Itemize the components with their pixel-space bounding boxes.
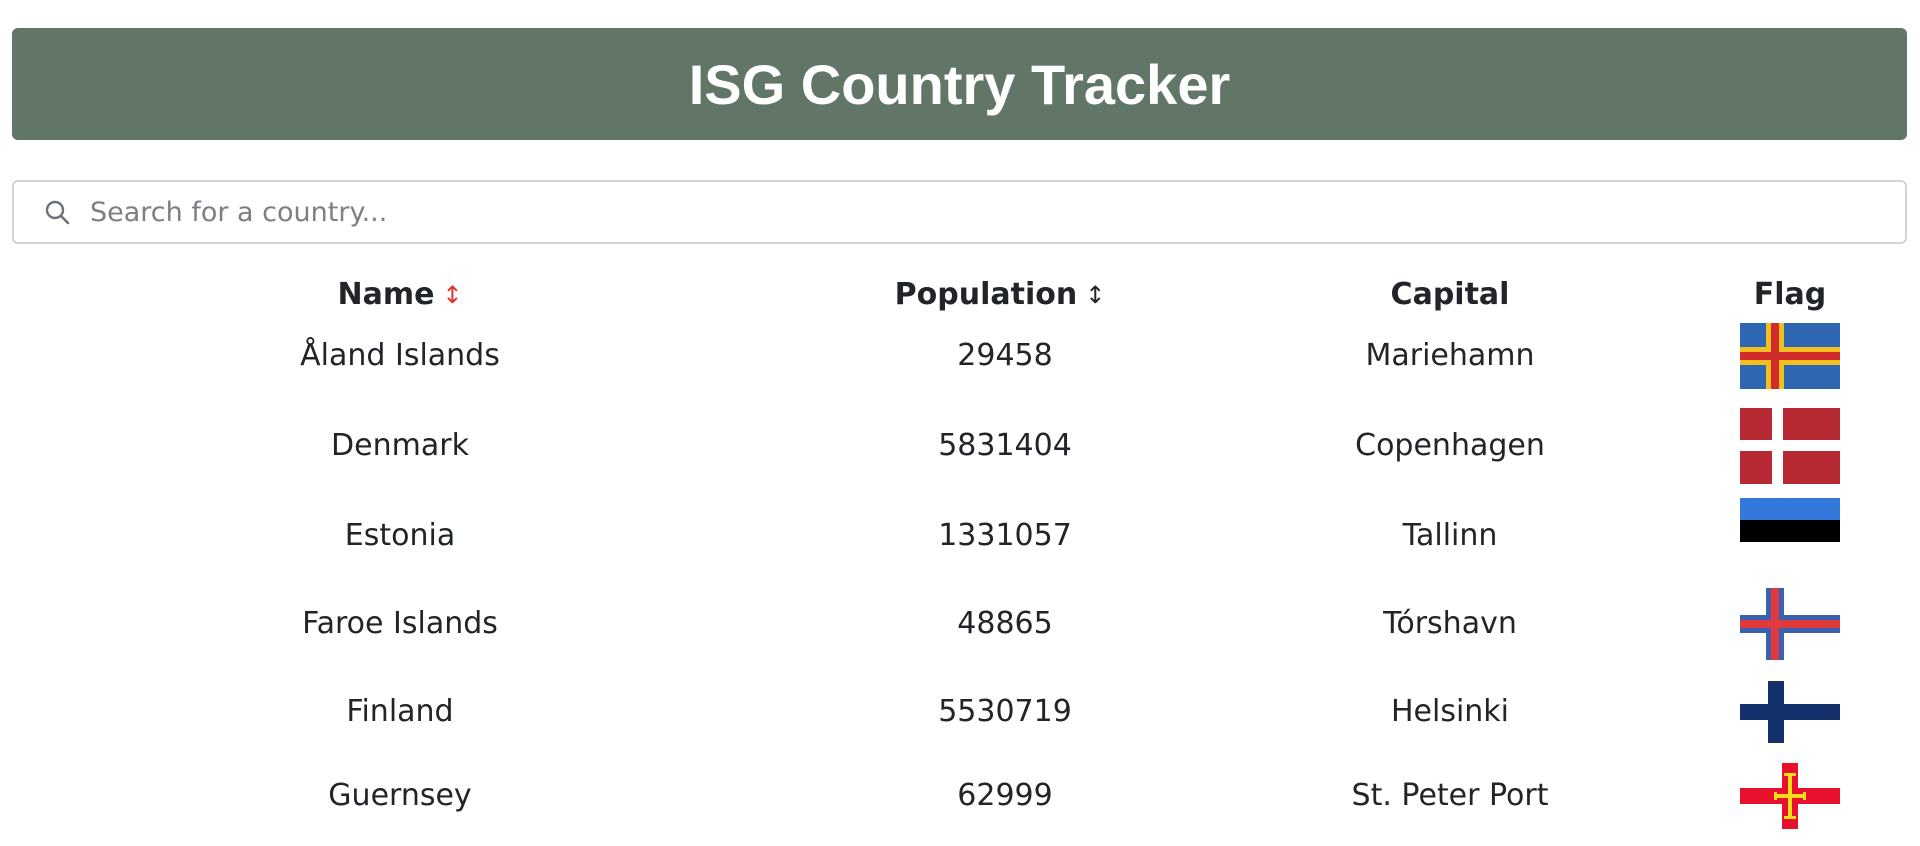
column-header-population-label: Population bbox=[894, 277, 1078, 312]
country-capital: Mariehamn bbox=[1365, 338, 1535, 373]
country-name: Faroe Islands bbox=[302, 606, 498, 641]
country-population: 5530719 bbox=[938, 694, 1072, 729]
country-population: 48865 bbox=[957, 606, 1053, 641]
table-row[interactable]: Denmark 5831404 Copenhagen bbox=[0, 406, 1920, 486]
country-population: 62999 bbox=[957, 778, 1053, 813]
estonia-flag bbox=[1740, 498, 1840, 564]
table-row[interactable]: Estonia 1331057 Tallinn bbox=[0, 496, 1920, 576]
guernsey-flag bbox=[1740, 763, 1840, 829]
table-row[interactable]: Åland Islands 29458 Mariehamn bbox=[0, 316, 1920, 396]
column-header-flag-label: Flag bbox=[1753, 277, 1827, 312]
country-capital: Tórshavn bbox=[1383, 606, 1517, 641]
country-population: 5831404 bbox=[938, 428, 1072, 463]
country-population: 29458 bbox=[957, 338, 1053, 373]
column-header-population[interactable]: Population ↕ bbox=[895, 270, 1106, 320]
country-name: Åland Islands bbox=[300, 338, 500, 373]
app-header: ISG Country Tracker bbox=[12, 28, 1907, 140]
column-header-name-label: Name bbox=[337, 277, 435, 312]
sort-icon-population[interactable]: ↕ bbox=[1085, 281, 1106, 309]
country-capital: Copenhagen bbox=[1355, 428, 1545, 463]
table-row[interactable]: Finland 5530719 Helsinki bbox=[0, 672, 1920, 752]
page-title: ISG Country Tracker bbox=[688, 52, 1231, 116]
search-box[interactable] bbox=[12, 180, 1907, 244]
column-header-name[interactable]: Name ↕ bbox=[337, 270, 462, 320]
country-name: Estonia bbox=[344, 518, 456, 553]
column-header-flag: Flag bbox=[1754, 270, 1827, 320]
country-capital: St. Peter Port bbox=[1351, 778, 1549, 813]
table-row[interactable]: Faroe Islands 48865 Tórshavn bbox=[0, 584, 1920, 664]
country-name: Denmark bbox=[331, 428, 469, 463]
country-population: 1331057 bbox=[938, 518, 1072, 553]
column-header-capital-label: Capital bbox=[1390, 277, 1510, 312]
country-capital: Helsinki bbox=[1390, 694, 1510, 729]
faroe-islands-flag bbox=[1740, 588, 1840, 660]
search-input[interactable] bbox=[88, 183, 1905, 241]
denmark-flag bbox=[1740, 408, 1840, 484]
country-name: Guernsey bbox=[328, 778, 472, 813]
table-row[interactable]: Guernsey 62999 St. Peter Port bbox=[0, 756, 1920, 836]
column-header-capital: Capital bbox=[1391, 270, 1510, 320]
country-name: Finland bbox=[346, 694, 454, 729]
aland-flag bbox=[1740, 323, 1840, 389]
country-capital: Tallinn bbox=[1402, 518, 1498, 553]
search-icon bbox=[45, 200, 70, 225]
finland-flag bbox=[1740, 681, 1840, 743]
sort-icon-name[interactable]: ↕ bbox=[442, 281, 463, 309]
